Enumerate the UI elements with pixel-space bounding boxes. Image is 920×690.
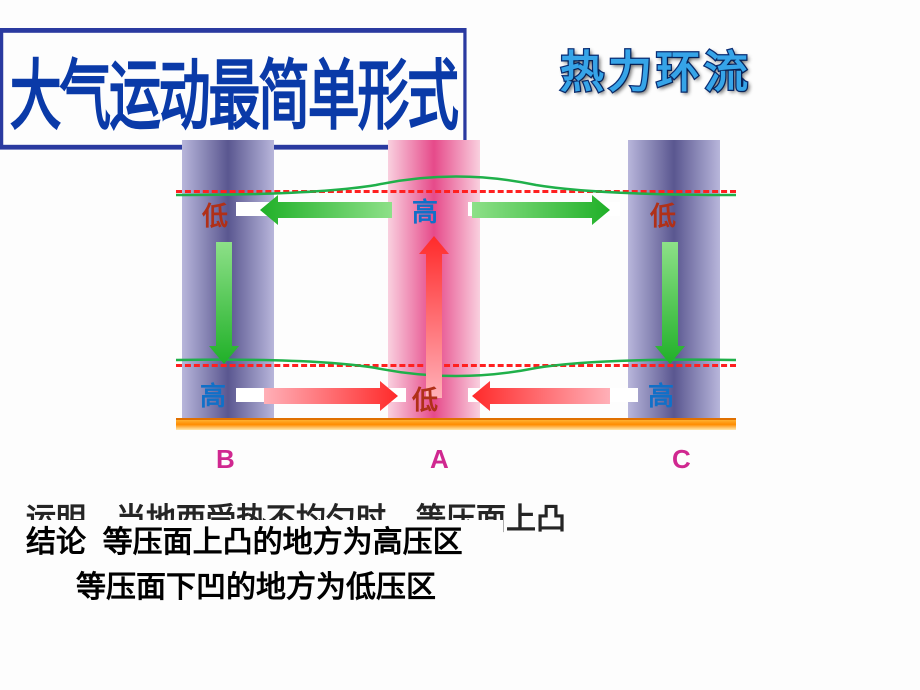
pressure-label: 高 <box>200 376 226 413</box>
pressure-label: 低 <box>650 196 676 233</box>
title-sub: 热力环流 热力环流 <box>560 36 752 100</box>
axis-label: C <box>672 444 691 475</box>
ground-surface <box>176 418 736 430</box>
pressure-label: 低 <box>412 380 438 417</box>
title-main: 大气运动最简单形式 <box>0 28 467 150</box>
conclusion-line2: 等压面下凹的地方为低压区 <box>76 571 436 604</box>
axis-label: B <box>216 444 235 475</box>
pressure-label: 高 <box>648 376 674 413</box>
flow-arrow <box>209 242 239 364</box>
conclusion-prefix: 结论 <box>26 526 86 559</box>
flow-arrow <box>655 242 685 364</box>
flow-arrow <box>260 195 392 225</box>
flow-arrow <box>419 236 449 398</box>
flow-arrow <box>264 381 398 411</box>
axis-label: A <box>430 444 449 475</box>
pressure-label: 高 <box>412 192 438 229</box>
flow-arrow <box>472 195 610 225</box>
flow-arrow <box>472 381 610 411</box>
conclusion-line1: 等压面上凸的地方为高压区 <box>103 526 463 559</box>
conclusion-text: 结论 等压面上凸的地方为高压区 等压面下凹的地方为低压区 <box>26 520 503 610</box>
title-main-text: 大气运动最简单形式 <box>10 55 457 140</box>
thermal-circulation-diagram: 低高低高低高 <box>176 140 736 430</box>
pressure-label: 低 <box>202 196 228 233</box>
